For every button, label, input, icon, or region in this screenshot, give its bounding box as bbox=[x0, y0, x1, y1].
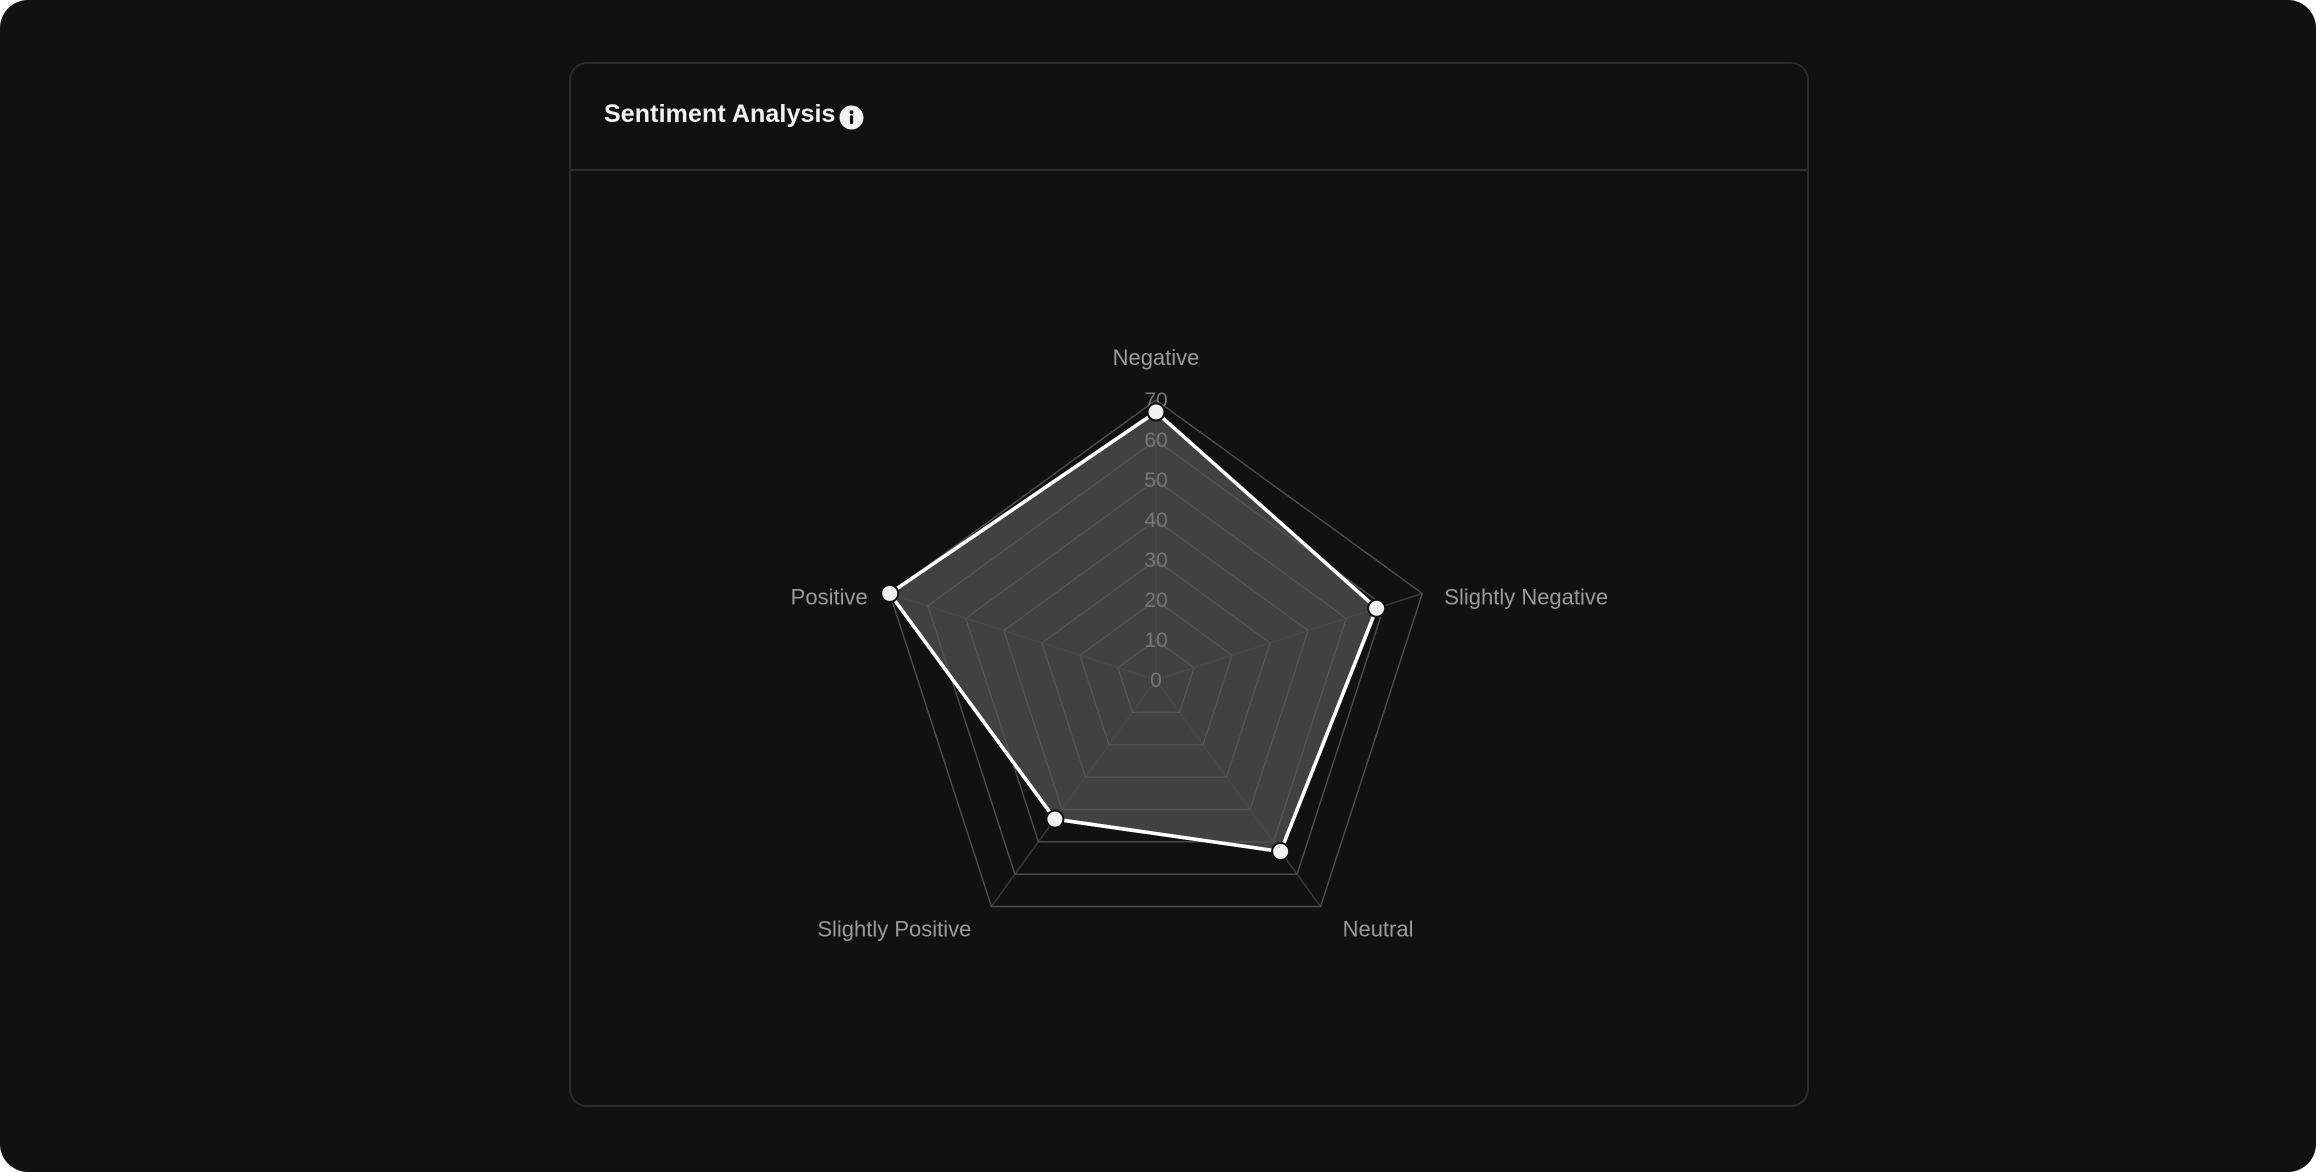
axis-label-negative: Negative bbox=[1113, 345, 1200, 370]
tick-label-20: 20 bbox=[1144, 589, 1167, 612]
tick-label-50: 50 bbox=[1144, 469, 1167, 492]
grid-overlay-60 bbox=[927, 439, 1385, 875]
tick-label-10: 10 bbox=[1144, 629, 1167, 652]
radar-area bbox=[887, 399, 1424, 908]
tick-label-60: 60 bbox=[1144, 429, 1167, 452]
info-icon[interactable] bbox=[839, 105, 864, 130]
tick-label-30: 30 bbox=[1144, 549, 1167, 572]
grid-overlay-40 bbox=[1003, 519, 1309, 811]
tick-label-40: 40 bbox=[1144, 509, 1167, 532]
radar-chart: 0 10 20 30 40 50 60 70 Negative Slightly Negativ… bbox=[571, 171, 1807, 1105]
series-outline-0 bbox=[887, 410, 1379, 854]
card-header: Sentiment Analysis bbox=[571, 64, 1807, 171]
tick-label-0: 0 bbox=[1150, 669, 1162, 692]
card-title: Sentiment Analysis bbox=[604, 100, 836, 128]
radar-points bbox=[880, 402, 1387, 862]
grid-overlay-30 bbox=[1041, 559, 1271, 778]
grid-overlay-20 bbox=[1079, 599, 1233, 746]
sentiment-card: Sentiment Analysis 0 10 20 30 40 50 60 70 Negat… bbox=[569, 62, 1809, 1107]
grid-overlay-50 bbox=[965, 479, 1347, 843]
data-point-positive bbox=[880, 583, 900, 603]
data-point-negative bbox=[1146, 402, 1166, 422]
radar-axis-labels: Negative Slightly Negative Neutral Slightly… bbox=[791, 345, 1609, 942]
grid-overlay-10 bbox=[1117, 639, 1195, 713]
axis-label-slightly-positive: Slightly Positive bbox=[817, 917, 971, 942]
series-area-0 bbox=[887, 410, 1379, 854]
axis-label-slightly-negative: Slightly Negative bbox=[1444, 584, 1608, 609]
data-point-slightly-negative bbox=[1367, 598, 1387, 618]
data-point-neutral bbox=[1271, 842, 1291, 862]
axis-label-neutral: Neutral bbox=[1343, 917, 1414, 942]
data-point-slightly-positive bbox=[1045, 809, 1065, 829]
axis-label-positive: Positive bbox=[791, 584, 868, 609]
